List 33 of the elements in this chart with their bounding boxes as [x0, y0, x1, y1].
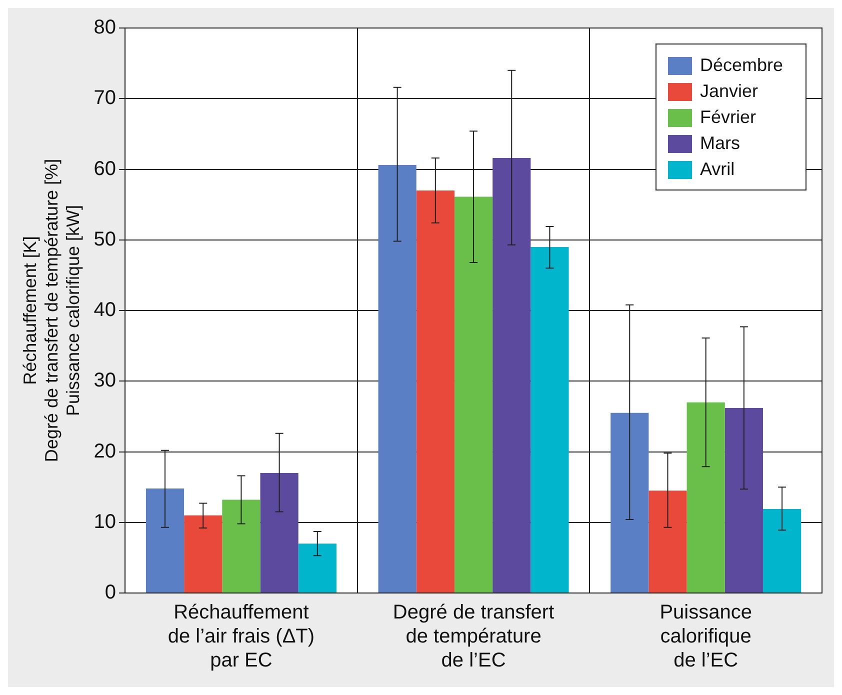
bar: [260, 472, 298, 592]
bar: [610, 412, 649, 592]
bar: [454, 196, 493, 592]
bar: [146, 488, 184, 592]
bar: [762, 508, 802, 592]
bar: [724, 408, 763, 592]
bar: [222, 500, 260, 592]
y-tick-label: 20: [94, 440, 116, 462]
legend-label: Décembre: [700, 54, 784, 75]
x-tick-label: Degré de transfert de température de l’EC: [392, 602, 555, 672]
y-axis-title: Réchauffement [K] Degré de transfert de température [%] Puissance calorifique [kW]: [20, 158, 83, 462]
legend-label: Janvier: [700, 80, 758, 101]
legend-label: Mars: [700, 132, 740, 153]
bar: [492, 158, 531, 592]
bar: [298, 544, 336, 592]
bar: [378, 165, 416, 592]
y-tick-label: 10: [94, 510, 116, 533]
x-tick-label: Réchauffement de l’air frais (ΔT) par EC: [168, 602, 315, 672]
y-tick-label: 70: [94, 87, 116, 110]
y-tick-label: 30: [94, 370, 116, 392]
bar: [184, 515, 222, 592]
legend-label: Février: [700, 106, 756, 127]
bar: [416, 190, 454, 592]
y-tick-label: 50: [94, 228, 116, 250]
bar: [648, 490, 687, 592]
legend-label: Avril: [700, 158, 735, 179]
bar: [530, 246, 569, 592]
y-tick-label: 40: [94, 299, 116, 322]
y-tick-label: 0: [104, 582, 116, 604]
bar: [686, 402, 725, 592]
x-tick-label: Puissance calorifique de l’EC: [660, 602, 752, 672]
y-tick-label: 60: [94, 158, 116, 180]
y-tick-label: 80: [94, 16, 116, 39]
